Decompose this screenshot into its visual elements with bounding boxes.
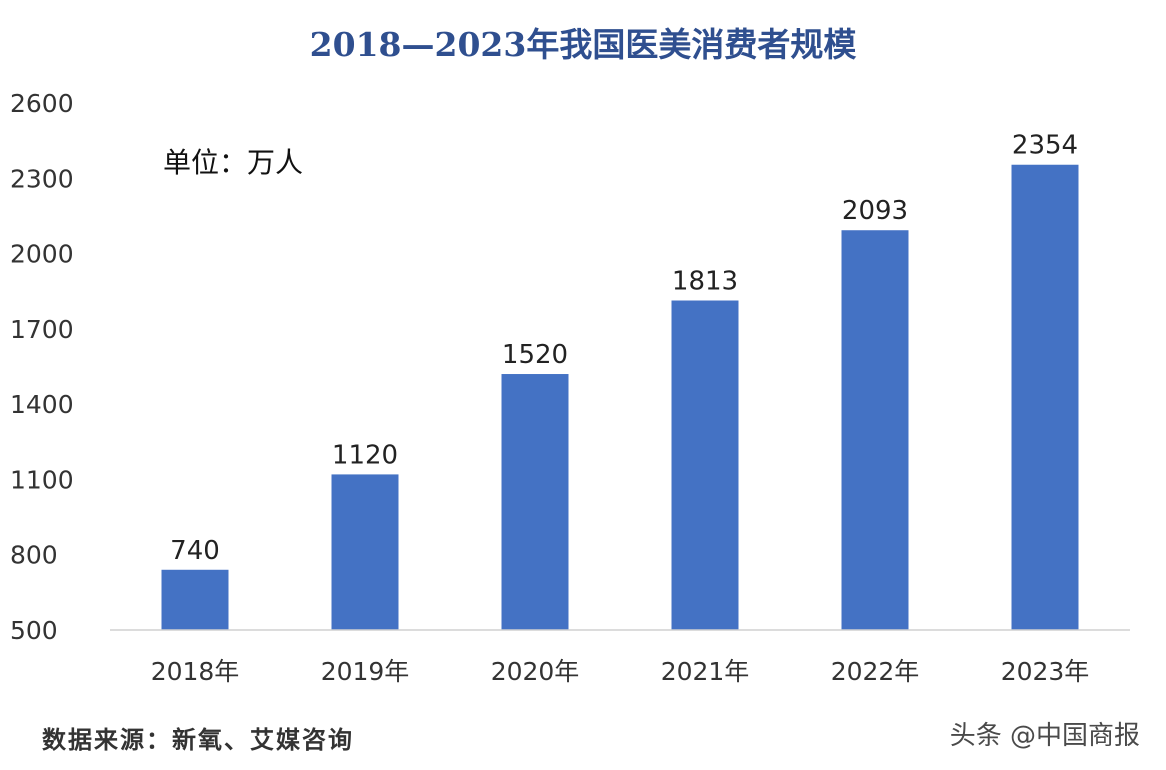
y-tick-label: 800	[10, 541, 58, 570]
y-tick-label: 2300	[10, 164, 74, 193]
bar-2023	[1011, 164, 1079, 630]
x-tick-label: 2018年	[151, 657, 240, 686]
x-tick-label: 2022年	[831, 657, 920, 686]
data-label: 1813	[672, 266, 738, 296]
y-tick-label: 1700	[10, 315, 74, 344]
source-note: 数据来源：新氧、艾媒咨询	[42, 725, 354, 754]
y-tick-label: 2000	[10, 240, 74, 269]
x-tick-label: 2019年	[321, 657, 410, 686]
bar-2018	[161, 569, 229, 630]
x-axis: 2018年 2019年 2020年 2021年 2022年 2023年	[110, 629, 1130, 686]
bar-2021	[671, 300, 739, 630]
y-tick-label: 1100	[10, 465, 74, 494]
bars: 740 1120 1520 1813 2093 2354	[161, 131, 1079, 631]
bar-2020	[501, 374, 569, 630]
y-tick-label: 2600	[10, 89, 74, 118]
chart-title: 2018—2023年我国医美消费者规模	[310, 25, 858, 64]
unit-label: 单位：万人	[163, 146, 303, 179]
x-tick-label: 2023年	[1001, 657, 1090, 686]
y-axis: 500 800 1100 1400 1700 2000 2300 2600	[10, 89, 74, 645]
data-label: 2354	[1012, 131, 1078, 161]
bar-2019	[331, 474, 399, 630]
x-tick-label: 2021年	[661, 657, 750, 686]
bar-2022	[841, 230, 909, 631]
data-label: 1120	[332, 440, 398, 470]
x-tick-label: 2020年	[491, 657, 580, 686]
watermark-label: 头条 @中国商报	[950, 721, 1140, 751]
data-label: 2093	[842, 196, 908, 226]
y-tick-label: 500	[10, 616, 58, 645]
data-label: 1520	[502, 340, 568, 370]
data-label: 740	[170, 536, 220, 566]
y-tick-label: 1400	[10, 390, 74, 419]
